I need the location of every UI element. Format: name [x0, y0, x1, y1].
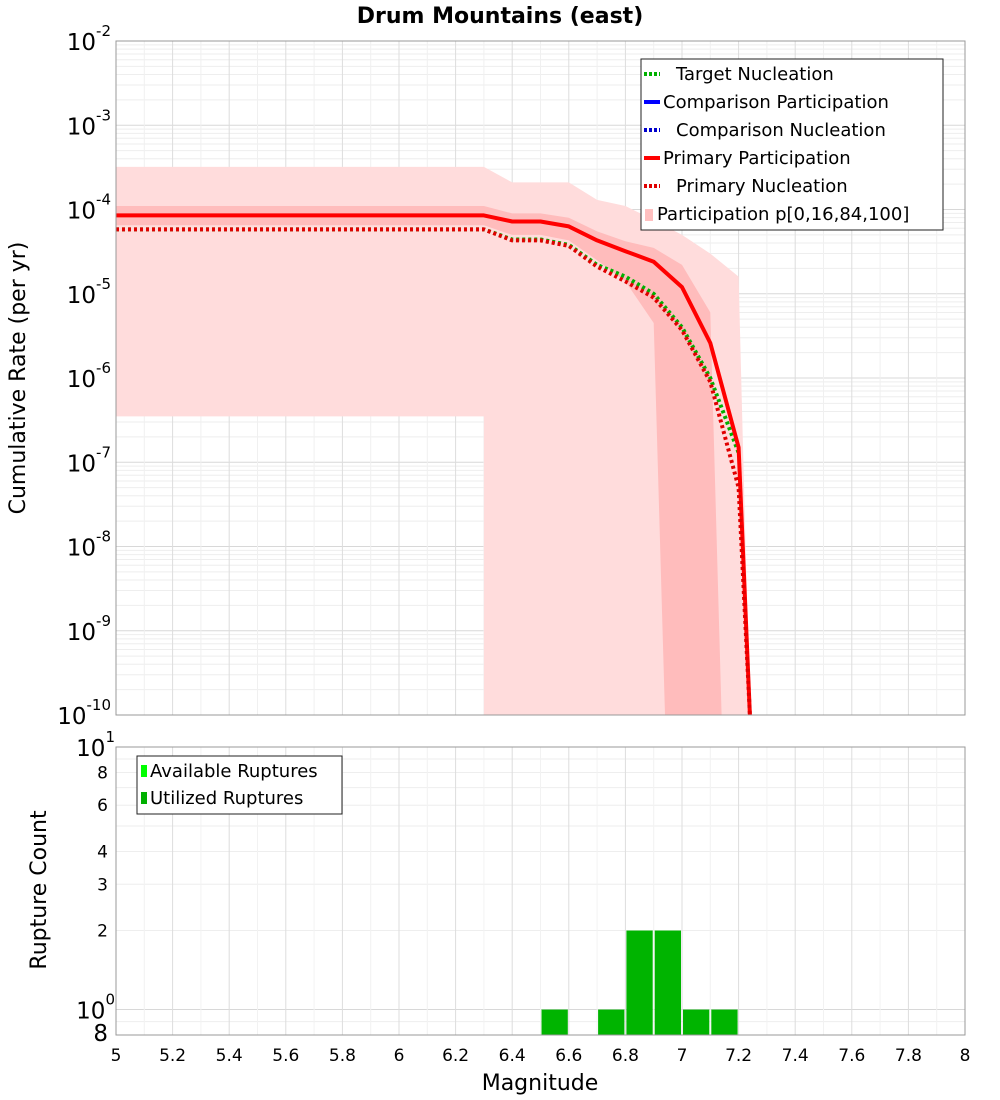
- y-tick-base: 10: [67, 620, 96, 646]
- y-tick-base: 10: [67, 283, 96, 309]
- y-tick-base: 10: [67, 451, 96, 477]
- x-tick-label: 7.8: [895, 1046, 922, 1066]
- y-tick-label-rate: 10-7: [67, 443, 111, 477]
- x-tick-label: 6: [394, 1046, 405, 1066]
- y-tick-exponent: 0: [105, 991, 115, 1009]
- y-tick-exponent: 1: [105, 728, 115, 746]
- x-tick-label: 6.8: [612, 1046, 639, 1066]
- legend-count-box: [136, 755, 343, 815]
- legend-label-count: Utilized Ruptures: [150, 788, 303, 809]
- plot-border-rate: [115, 40, 966, 716]
- y-tick-label-count: 2: [97, 922, 108, 942]
- x-tick-label: 6.6: [555, 1046, 582, 1066]
- series-line-primary-nucleation: [116, 227, 752, 715]
- y-tick-label-rate: 10-10: [57, 696, 111, 730]
- y-tick-exponent: -2: [96, 22, 111, 40]
- y-tick-label-count: 8: [97, 763, 108, 783]
- bar-utilized-ruptures: [626, 930, 653, 1035]
- y-tick-exponent: -8: [96, 528, 111, 546]
- x-tick-label: 5.6: [272, 1046, 299, 1066]
- rate-panel: 10-1010-910-810-710-610-510-410-310-2Tar…: [57, 22, 966, 730]
- y-tick-label-rate: 10-2: [67, 22, 111, 56]
- legend-label-count: Available Ruptures: [150, 761, 318, 782]
- y-tick-exponent: -3: [96, 106, 111, 124]
- bar-utilized-ruptures: [541, 1009, 568, 1035]
- rate-plot-content: [116, 166, 752, 715]
- y-tick-base: 10: [76, 736, 105, 762]
- legend-label-rate: Comparison Participation: [663, 92, 889, 113]
- plot-border-count: [115, 746, 966, 1036]
- y-tick-exponent: -10: [87, 696, 112, 714]
- x-axis-label: Magnitude: [482, 1071, 599, 1096]
- band-p0-p100: [116, 166, 750, 715]
- legend-swatch-band: [645, 209, 653, 221]
- bar-utilized-ruptures: [711, 1009, 738, 1035]
- y-tick-base: 10: [76, 999, 105, 1025]
- y-tick-base: 10: [67, 199, 96, 225]
- y-tick-base: 10: [67, 367, 96, 393]
- y-tick-base: 10: [67, 536, 96, 562]
- band-p16-p84: [116, 206, 722, 715]
- y-tick-exponent: -6: [96, 359, 111, 377]
- y-tick-base: 10: [67, 30, 96, 56]
- y-tick-label-rate: 10-3: [67, 106, 111, 140]
- x-tick-label: 5.2: [159, 1046, 186, 1066]
- x-tick-label: 6.4: [499, 1046, 526, 1066]
- y-tick-exponent: -9: [96, 612, 111, 630]
- y-tick-label-rate: 10-4: [67, 191, 111, 225]
- series-line-primary-participation: [116, 213, 752, 715]
- legend-label-rate: Target Nucleation: [675, 64, 834, 85]
- x-tick-label: 8: [960, 1046, 971, 1066]
- bar-utilized-ruptures: [683, 1009, 710, 1035]
- legend-swatch-bar: [141, 792, 147, 804]
- x-tick-label: 7.6: [838, 1046, 865, 1066]
- x-tick-label: 6.2: [442, 1046, 469, 1066]
- bar-utilized-ruptures: [598, 1009, 625, 1035]
- x-tick-label: 7.4: [782, 1046, 809, 1066]
- legend-rate: Target Nucleation Comparison Participatio…: [640, 58, 944, 231]
- y-tick-base: 10: [67, 114, 96, 140]
- y-tick-label-count-decade: 100: [76, 991, 115, 1025]
- y-axis-label-rate: Cumulative Rate (per yr): [6, 242, 31, 515]
- legend-label-rate: Participation p[0,16,84,100]: [657, 204, 909, 225]
- bar-utilized-ruptures: [654, 930, 681, 1035]
- legend-swatch-bar: [141, 765, 147, 777]
- y-tick-label-count-decade: 101: [76, 728, 115, 762]
- legend-label-rate: Comparison Nucleation: [676, 120, 886, 141]
- legend-label-rate: Primary Participation: [663, 148, 851, 169]
- chart-title: Drum Mountains (east): [357, 4, 644, 29]
- y-tick-label-count: 4: [97, 842, 108, 862]
- y-tick-exponent: -5: [96, 275, 111, 293]
- x-tick-label: 5.4: [216, 1046, 243, 1066]
- y-tick-label-count: 6: [97, 796, 108, 816]
- y-tick-exponent: -4: [96, 191, 111, 209]
- y-tick-exponent: -7: [96, 443, 111, 461]
- x-tick-label: 7: [677, 1046, 688, 1066]
- y-tick-label-rate: 10-6: [67, 359, 111, 393]
- legend-rate-box: [640, 58, 944, 231]
- x-tick-label: 5.8: [329, 1046, 356, 1066]
- y-axis-label-count: Rupture Count: [27, 810, 52, 970]
- x-tick-label: 7.2: [725, 1046, 752, 1066]
- y-tick-label-rate: 10-9: [67, 612, 111, 646]
- x-tick-label: 5: [111, 1046, 122, 1066]
- y-tick-label-count: 3: [97, 875, 108, 895]
- y-tick-label-rate: 10-8: [67, 528, 111, 562]
- legend-label-rate: Primary Nucleation: [676, 176, 848, 197]
- legend-count: Available Ruptures Utilized Ruptures: [136, 755, 343, 815]
- y-tick-label-count: 8: [93, 1021, 108, 1047]
- y-tick-label-rate: 10-5: [67, 275, 111, 309]
- y-tick-base: 10: [57, 704, 86, 730]
